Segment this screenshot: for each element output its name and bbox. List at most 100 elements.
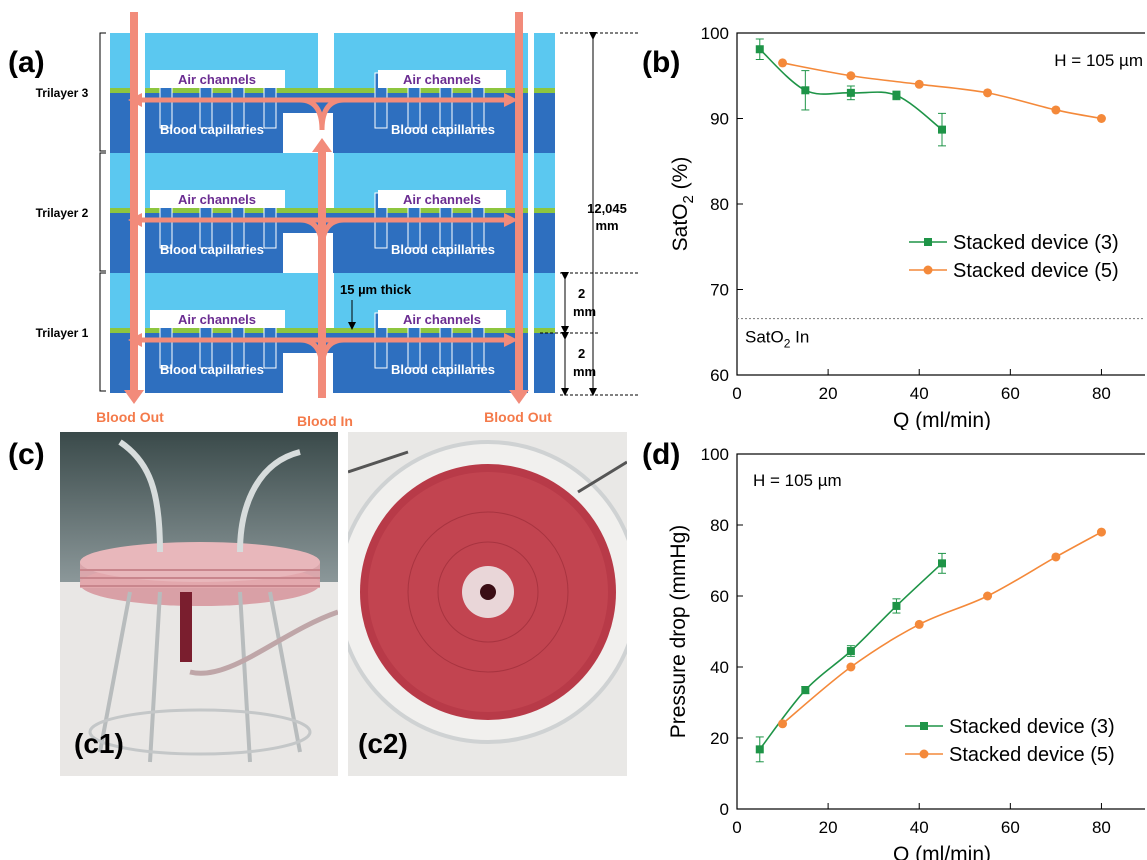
y-tick-label: 60 [710,366,729,385]
photo-label-c1: (c1) [74,728,124,759]
chart-annotation: H = 105 µm [753,471,842,490]
air-channels-label: Air channels [403,192,481,207]
air-channels-label: Air channels [403,312,481,327]
blood-out-arrow-right [509,390,529,404]
data-point-square [892,91,901,100]
section-gap [318,33,334,88]
membrane-thickness-label: 15 µm thick [340,282,412,297]
x-tick-label: 0 [732,818,741,837]
x-tick-label: 20 [819,818,838,837]
x-tick-label: 80 [1092,818,1111,837]
y-label-tail: (%) [669,157,692,196]
chart-b-saturation: 0 20 40 60 80 60 70 80 90 100 Q (ml/min) H = 105 µm… [669,24,1145,430]
data-point-circle [778,719,788,729]
flow-arrow-head-right [504,93,518,107]
air-label-box [150,310,285,328]
data-point-circle [1051,552,1061,562]
blood-in-pipe [318,148,326,398]
total-height-unit: mm [595,218,618,233]
y-tick-label: 80 [710,516,729,535]
x-tick-label: 60 [1001,818,1020,837]
chart-d-pressure-drop: 0 20 40 60 80 0 20 40 60 80 100 Q (ml/min) H = 105 µ… [667,445,1145,860]
data-point-square [755,745,764,754]
trilayer-label: Trilayer 1 [36,326,89,340]
panel-label-d: (d) [642,438,681,471]
membrane-strip [110,208,555,213]
data-point-square [755,45,764,54]
blood-capillaries-label: Blood capillaries [160,362,264,377]
legend-label: Stacked device (3) [953,232,1119,254]
y-axis-label: SatO2 (%) [669,157,697,252]
y-tick-label: 70 [710,281,729,300]
legend-marker [920,722,928,730]
data-point-square [801,86,810,95]
data-point-circle [778,58,788,68]
air-label-box [378,70,506,88]
photo-device-side-view: (c1) [60,432,338,776]
section-gap [135,33,145,153]
x-tick-label: 20 [819,384,838,403]
air-label-box [378,190,506,208]
legend-marker [919,749,929,759]
air-label-box [378,310,506,328]
x-axis-label: Q (ml/min) [893,409,991,430]
blood-out-label-left: Blood Out [96,409,164,425]
flow-arrow-head-right [504,213,518,227]
data-point-circle [983,591,993,601]
photo-label-c2: (c2) [358,728,408,759]
x-tick-label: 40 [910,384,929,403]
trilayer-brace [99,272,106,392]
x-tick-label: 80 [1092,384,1111,403]
y-tick-label: 20 [710,729,729,748]
flow-arrow-head-right [504,333,518,347]
data-point-circle [914,79,924,89]
y-tick-label: 100 [701,445,729,464]
reference-label-tail: In [790,328,809,347]
blood-out-arrow-left [124,390,144,404]
legend-marker [924,238,932,246]
photo-c2-illustration [348,432,627,776]
y-tick-label: 100 [701,24,729,43]
layer-height-unit: mm [573,304,596,319]
data-point-circle [1051,105,1061,115]
data-point-circle [983,88,993,98]
reference-line-label: SatO2 In [745,328,809,351]
air-channels-label: Air channels [178,192,256,207]
photo-c1-illustration [60,432,338,776]
trilayer-label: Trilayer 2 [36,206,89,220]
data-point-square [801,686,810,695]
plot-frame [736,32,1145,376]
data-point-circle [846,662,856,672]
legend-marker [923,265,933,275]
panel-label-b: (b) [642,46,681,79]
blood-capillaries-label: Blood capillaries [160,242,264,257]
trilayer-brace [99,152,106,272]
blood-out-label-right: Blood Out [484,409,552,425]
blood-capillaries-label: Blood capillaries [391,122,495,137]
layer-height-unit: mm [573,364,596,379]
data-point-circle [914,619,924,629]
air-label-box [150,70,285,88]
blood-capillaries-label: Blood capillaries [391,242,495,257]
blood-in-arrow [312,138,332,152]
data-point-circle [846,71,856,81]
x-tick-label: 40 [910,818,929,837]
y-label-sub: 2 [680,195,697,203]
photo-device-top-view: (c2) [348,432,627,776]
blood-capillaries-label: Blood capillaries [160,122,264,137]
legend-label: Stacked device (3) [949,716,1115,738]
trilayer-brace [99,32,106,152]
data-point-square [846,647,855,656]
legend-label: Stacked device (5) [949,744,1115,766]
trilayer-stack-diagram: Air channels Air channels Blood capillarie… [36,12,640,429]
y-tick-label: 40 [710,658,729,677]
section-gap [528,153,534,273]
panel-label-a: (a) [8,46,45,79]
air-channels-label: Air channels [178,312,256,327]
data-point-square [892,601,901,610]
plot-frame [736,453,1145,810]
y-tick-label: 60 [710,587,729,606]
blood-out-pipe-right [515,12,523,392]
air-label-box [150,190,285,208]
x-tick-label: 0 [732,384,741,403]
